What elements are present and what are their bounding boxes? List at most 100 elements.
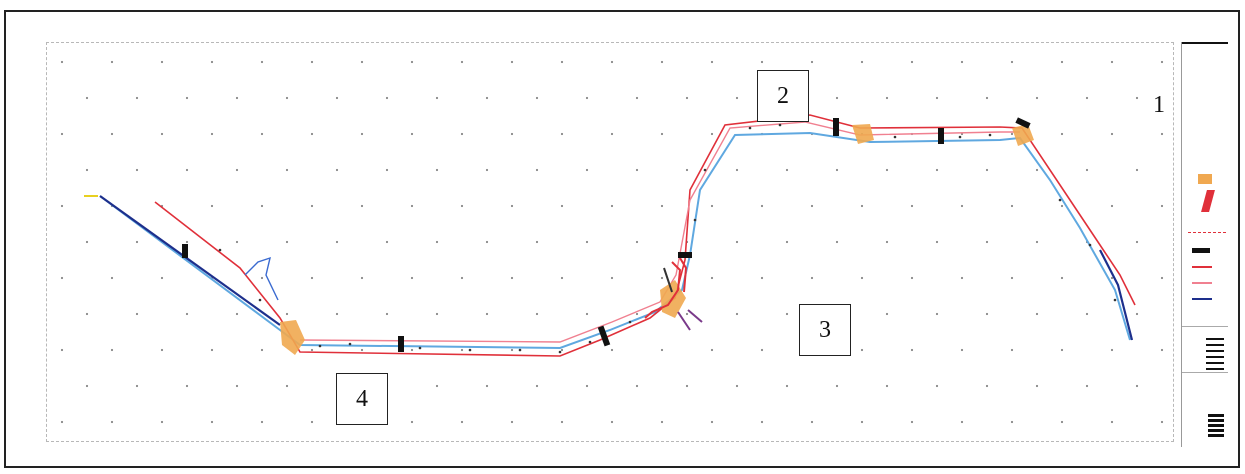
grid-dot [160,420,164,424]
grid-dot [235,240,239,244]
grid-dot [860,348,864,352]
grid-dot [485,168,489,172]
grid-dot [310,132,314,136]
grid-dot [410,132,414,136]
grid-dot [285,96,289,100]
crossing-bar [398,336,404,352]
grid-dot [435,96,439,100]
grid-dot [110,60,114,64]
grid-dot [610,204,614,208]
grid-dot [1160,420,1164,424]
grid-dot [1160,204,1164,208]
grid-dot [610,276,614,280]
grid-dot [460,60,464,64]
grid-dot [85,168,89,172]
grid-dot [60,204,64,208]
title-block-divider [1182,372,1228,373]
grid-dot [260,348,264,352]
grid-dot [710,132,714,136]
grid-dot [785,312,789,316]
dashed-divider [1188,232,1226,233]
grid-dot [1110,420,1114,424]
red-route [154,114,1136,357]
grid-dot [210,420,214,424]
grid-dot [860,276,864,280]
grid-dot [60,420,64,424]
grid-dot [935,240,939,244]
grid-dot [285,240,289,244]
grid-dot [460,204,464,208]
grid-dot [735,168,739,172]
grid-dot [935,312,939,316]
grid-dot [660,60,664,64]
grid-dot [435,312,439,316]
grid-dot [410,276,414,280]
grid-dot [885,384,889,388]
survey-point [588,340,592,344]
grid-dot [60,60,64,64]
grid-dot [285,168,289,172]
site-plan-area [46,42,1174,442]
grid-dot [1135,312,1139,316]
grid-dot [1160,276,1164,280]
grid-dot [835,384,839,388]
grid-dot [785,168,789,172]
grid-dot [410,348,414,352]
grid-dot [260,276,264,280]
grid-dot [135,240,139,244]
grid-dot [685,168,689,172]
grid-dot [360,348,364,352]
grid-dot [910,204,914,208]
survey-point [1113,298,1117,302]
grid-dot [335,96,339,100]
grid-dot [1085,168,1089,172]
grid-dot [1035,384,1039,388]
grid-dot [960,348,964,352]
grid-dot [810,204,814,208]
grid-dot [860,204,864,208]
grid-dot [110,420,114,424]
grid-dot [460,276,464,280]
grid-dot [1060,276,1064,280]
grid-dot [510,348,514,352]
grid-dot [260,204,264,208]
survey-point [218,248,222,252]
crossing-bar [678,252,692,258]
grid-dot [460,348,464,352]
survey-point [348,342,352,346]
grid-dot [1010,420,1014,424]
grid-dot [310,60,314,64]
grid-dot [60,348,64,352]
grid-dot [885,312,889,316]
grid-dot [1060,132,1064,136]
grid-dot [760,60,764,64]
grid-dot [610,60,614,64]
grid-dot [235,168,239,172]
blue-line-swatch [1192,298,1212,300]
grid-dot [935,168,939,172]
grid-dot [960,204,964,208]
grid-dot [485,96,489,100]
grid-dot [785,240,789,244]
grid-dot [285,312,289,316]
black-bar-swatch [1192,248,1210,253]
grid-dot [110,132,114,136]
grid-dot [560,276,564,280]
grid-dot [560,132,564,136]
grid-dot [160,276,164,280]
grid-dot [185,96,189,100]
grid-dot [185,240,189,244]
grid-dot [835,168,839,172]
grid-dot [460,132,464,136]
grid-dot [1060,420,1064,424]
grid-dot [635,384,639,388]
grid-dot [635,240,639,244]
grid-dot [460,420,464,424]
survey-point [518,348,522,352]
grid-dot [885,240,889,244]
grid-dot [660,132,664,136]
survey-point [1088,243,1092,247]
grid-dot [260,60,264,64]
dark-blue-route-east [1099,249,1134,341]
grid-dot [1035,312,1039,316]
